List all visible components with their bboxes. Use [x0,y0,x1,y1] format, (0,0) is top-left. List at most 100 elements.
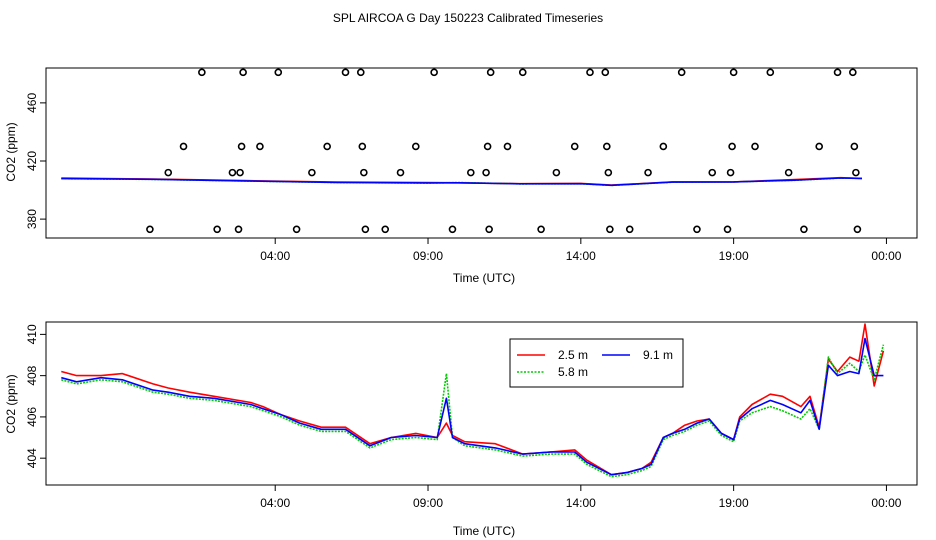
calibration-point [236,168,244,177]
top-series-lines [61,176,863,187]
calibration-point [853,225,862,234]
calibration-point [381,225,390,234]
calibration-point [625,225,634,234]
calibration-point [677,68,686,77]
calibration-point [448,225,457,234]
calibration-point [485,225,493,234]
calibration-point [486,68,495,77]
calibration-point [751,142,759,151]
calibration-point [849,68,857,77]
calibration-point [644,168,652,177]
y-tick-label: 410 [25,324,39,344]
legend-label-2-5m: 2.5 m [558,348,588,362]
calibration-point [239,68,247,77]
calibration-point [766,68,775,77]
x-tick-label: 14:00 [566,249,596,263]
calibration-point [341,68,350,77]
calibration-point [292,225,301,234]
x-tick-label: 04:00 [260,496,290,510]
calibration-point [234,225,243,234]
calibration-point [237,142,246,151]
calibration-point [708,168,717,177]
calibration-point [659,142,668,151]
calibration-point [518,68,527,77]
legend-box [509,338,684,388]
y-tick-label: 408 [25,365,39,385]
series-line-9-1-m [61,177,863,187]
top-plot-box [45,67,918,239]
calibration-point [146,225,154,234]
top-panel: 380 420 460 04:00 09:00 14:00 19:00 00:00 Time… [4,67,918,285]
top-calibration-points [146,68,862,234]
x-tick-label: 14:00 [566,496,596,510]
calibration-point [537,225,545,234]
bottom-x-label: Time (UTC) [453,524,515,538]
calibration-point [256,142,264,151]
calibration-point [179,142,188,151]
series-line-5-8-m [61,344,885,478]
top-x-axis: 04:00 09:00 14:00 19:00 00:00 [260,238,902,263]
calibration-point [570,142,579,151]
series-line-9-1-m [61,337,884,476]
calibration-point [482,168,490,177]
calibration-point [274,68,283,77]
calibration-point [784,168,793,177]
calibration-point [728,142,736,151]
calibration-point [726,168,735,177]
calibration-point [852,168,860,177]
calibration-point [198,68,206,77]
bottom-y-axis: 404 406 408 410 [25,324,46,468]
calibration-point [586,68,594,77]
calibration-point [467,168,475,177]
calibration-point [361,225,370,234]
y-tick-label: 404 [25,448,39,468]
calibration-point [800,225,808,234]
y-tick-label: 420 [25,151,39,171]
bottom-x-axis: 04:00 09:00 14:00 19:00 00:00 [260,485,902,510]
top-x-label: Time (UTC) [453,271,515,285]
calibration-point [723,225,732,234]
calibration-point [603,142,611,151]
x-tick-label: 00:00 [871,249,901,263]
legend-label-9-1m: 9.1 m [643,348,673,362]
figure-title: SPL AIRCOA G Day 150223 Calibrated Times… [333,11,603,25]
x-tick-label: 00:00 [871,496,901,510]
y-tick-label: 406 [25,407,39,427]
y-tick-label: 380 [25,209,39,229]
legend-label-5-8m: 5.8 m [558,365,588,379]
calibration-point [693,225,701,234]
legend: 2.5 m 5.8 m 9.1 m [509,338,684,388]
calibration-point [604,168,613,177]
x-tick-label: 09:00 [413,496,443,510]
calibration-point [213,225,221,234]
calibration-point [833,68,842,77]
calibration-point [483,142,492,151]
calibration-point [323,142,331,151]
bottom-series-lines [61,323,885,478]
calibration-point [601,68,610,77]
series-line-2-5-m [61,323,885,476]
calibration-point [729,68,738,77]
calibration-point [308,168,316,177]
y-tick-label: 460 [25,93,39,113]
calibration-point [606,225,614,234]
calibration-point [815,142,824,151]
calibration-point [360,168,368,177]
x-tick-label: 09:00 [413,249,443,263]
bottom-plot-box [45,321,918,486]
calibration-point [356,68,365,77]
calibration-point [228,168,237,177]
top-y-axis: 380 420 460 [25,93,46,229]
calibration-point [411,142,420,151]
calibration-point [850,142,859,151]
bottom-panel: 404 406 408 410 04:00 09:00 14:00 19:00 00:00 T… [4,321,918,538]
calibration-point [396,168,405,177]
calibration-point [358,142,367,151]
calibration-point [430,68,438,77]
calibration-point [552,168,561,177]
x-tick-label: 19:00 [719,496,749,510]
calibration-point [164,168,173,177]
x-tick-label: 04:00 [260,249,290,263]
calibration-point [503,142,512,151]
